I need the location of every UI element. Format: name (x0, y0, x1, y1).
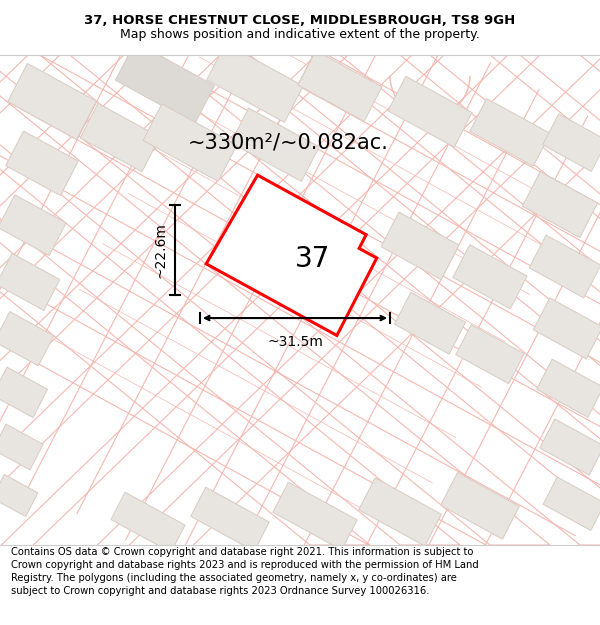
Polygon shape (543, 477, 600, 531)
Polygon shape (6, 131, 78, 196)
Text: Map shows position and indicative extent of the property.: Map shows position and indicative extent… (120, 28, 480, 41)
Polygon shape (388, 76, 472, 148)
Polygon shape (453, 244, 527, 309)
Polygon shape (298, 51, 382, 121)
Text: 37, HORSE CHESTNUT CLOSE, MIDDLESBROUGH, TS8 9GH: 37, HORSE CHESTNUT CLOSE, MIDDLESBROUGH,… (85, 14, 515, 27)
Polygon shape (0, 474, 38, 516)
Polygon shape (540, 419, 600, 475)
Text: ~31.5m: ~31.5m (267, 334, 323, 349)
Polygon shape (115, 42, 215, 124)
Polygon shape (536, 359, 600, 418)
Polygon shape (191, 488, 269, 551)
Polygon shape (8, 63, 96, 139)
Text: 37: 37 (295, 245, 331, 273)
Polygon shape (0, 195, 66, 256)
Text: ~330m²/~0.082ac.: ~330m²/~0.082ac. (188, 132, 389, 152)
Polygon shape (206, 175, 377, 336)
Polygon shape (0, 424, 43, 470)
Polygon shape (0, 311, 54, 366)
Polygon shape (207, 43, 303, 122)
Polygon shape (394, 292, 466, 354)
Polygon shape (80, 103, 160, 172)
Polygon shape (0, 253, 60, 311)
Polygon shape (0, 367, 47, 418)
Polygon shape (470, 99, 550, 166)
Polygon shape (111, 492, 185, 552)
Polygon shape (533, 298, 600, 359)
Text: ~22.6m: ~22.6m (154, 222, 168, 278)
Polygon shape (143, 104, 237, 181)
Polygon shape (456, 324, 524, 384)
Polygon shape (529, 235, 600, 298)
Polygon shape (523, 171, 598, 238)
Polygon shape (231, 108, 319, 181)
Polygon shape (381, 212, 459, 279)
Polygon shape (359, 478, 442, 546)
Text: Contains OS data © Crown copyright and database right 2021. This information is : Contains OS data © Crown copyright and d… (11, 548, 479, 596)
Polygon shape (543, 114, 600, 171)
Polygon shape (273, 482, 357, 550)
Polygon shape (440, 472, 520, 539)
